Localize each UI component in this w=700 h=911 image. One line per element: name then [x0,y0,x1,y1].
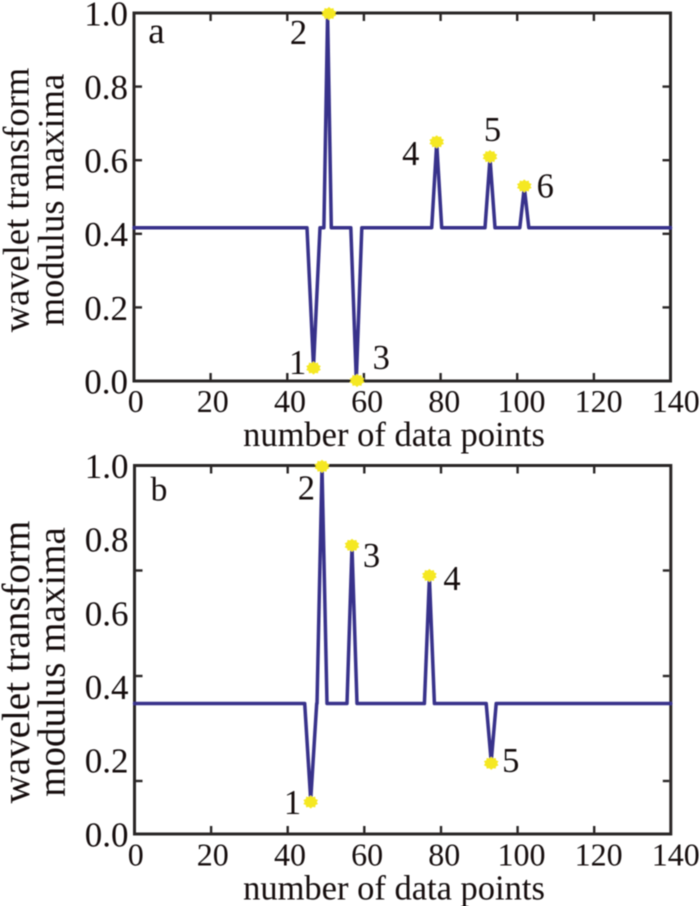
svg-text:wavelet transform: wavelet transform [0,521,38,804]
svg-text:1.0: 1.0 [85,447,129,486]
svg-text:0.8: 0.8 [85,521,129,560]
svg-text:1: 1 [289,344,306,382]
svg-text:number of data points: number of data points [243,416,545,454]
svg-text:modulus maxima: modulus maxima [31,74,72,326]
svg-text:120: 120 [575,383,623,419]
svg-text:b: b [151,472,168,509]
svg-text:number of data points: number of data points [243,870,545,907]
svg-text:0.6: 0.6 [85,594,129,633]
svg-text:60: 60 [351,837,383,873]
svg-text:0.4: 0.4 [84,215,128,254]
svg-text:4: 4 [402,135,419,173]
svg-text:20: 20 [197,837,229,873]
svg-text:3: 3 [373,339,390,377]
svg-text:0.2: 0.2 [84,289,128,328]
svg-text:40: 40 [274,837,306,873]
svg-text:140: 140 [652,383,700,419]
svg-text:2: 2 [290,14,307,52]
svg-text:0.0: 0.0 [84,362,128,401]
svg-text:100: 100 [498,383,546,419]
svg-text:80: 80 [428,383,460,419]
svg-text:120: 120 [575,837,623,873]
svg-text:3: 3 [363,537,380,575]
svg-text:0.4: 0.4 [85,668,129,707]
svg-text:1: 1 [284,784,301,822]
svg-text:0: 0 [128,837,144,873]
svg-text:1.0: 1.0 [84,0,128,33]
svg-text:0.8: 0.8 [84,68,128,107]
svg-text:40: 40 [274,383,306,419]
svg-text:wavelet transform: wavelet transform [0,68,37,333]
svg-text:80: 80 [428,837,460,873]
svg-text:0.2: 0.2 [85,742,129,781]
svg-text:0.0: 0.0 [85,815,129,854]
svg-text:a: a [148,11,164,52]
svg-text:0: 0 [128,383,144,419]
svg-text:5: 5 [484,111,501,149]
svg-text:2: 2 [298,470,315,508]
svg-text:100: 100 [498,837,546,873]
svg-text:20: 20 [197,383,229,419]
svg-text:140: 140 [652,837,700,873]
svg-text:5: 5 [502,742,519,780]
svg-text:0.6: 0.6 [84,142,128,181]
svg-text:modulus maxima: modulus maxima [31,527,74,797]
svg-text:6: 6 [537,168,554,206]
svg-text:4: 4 [443,560,460,598]
svg-text:60: 60 [351,383,383,419]
